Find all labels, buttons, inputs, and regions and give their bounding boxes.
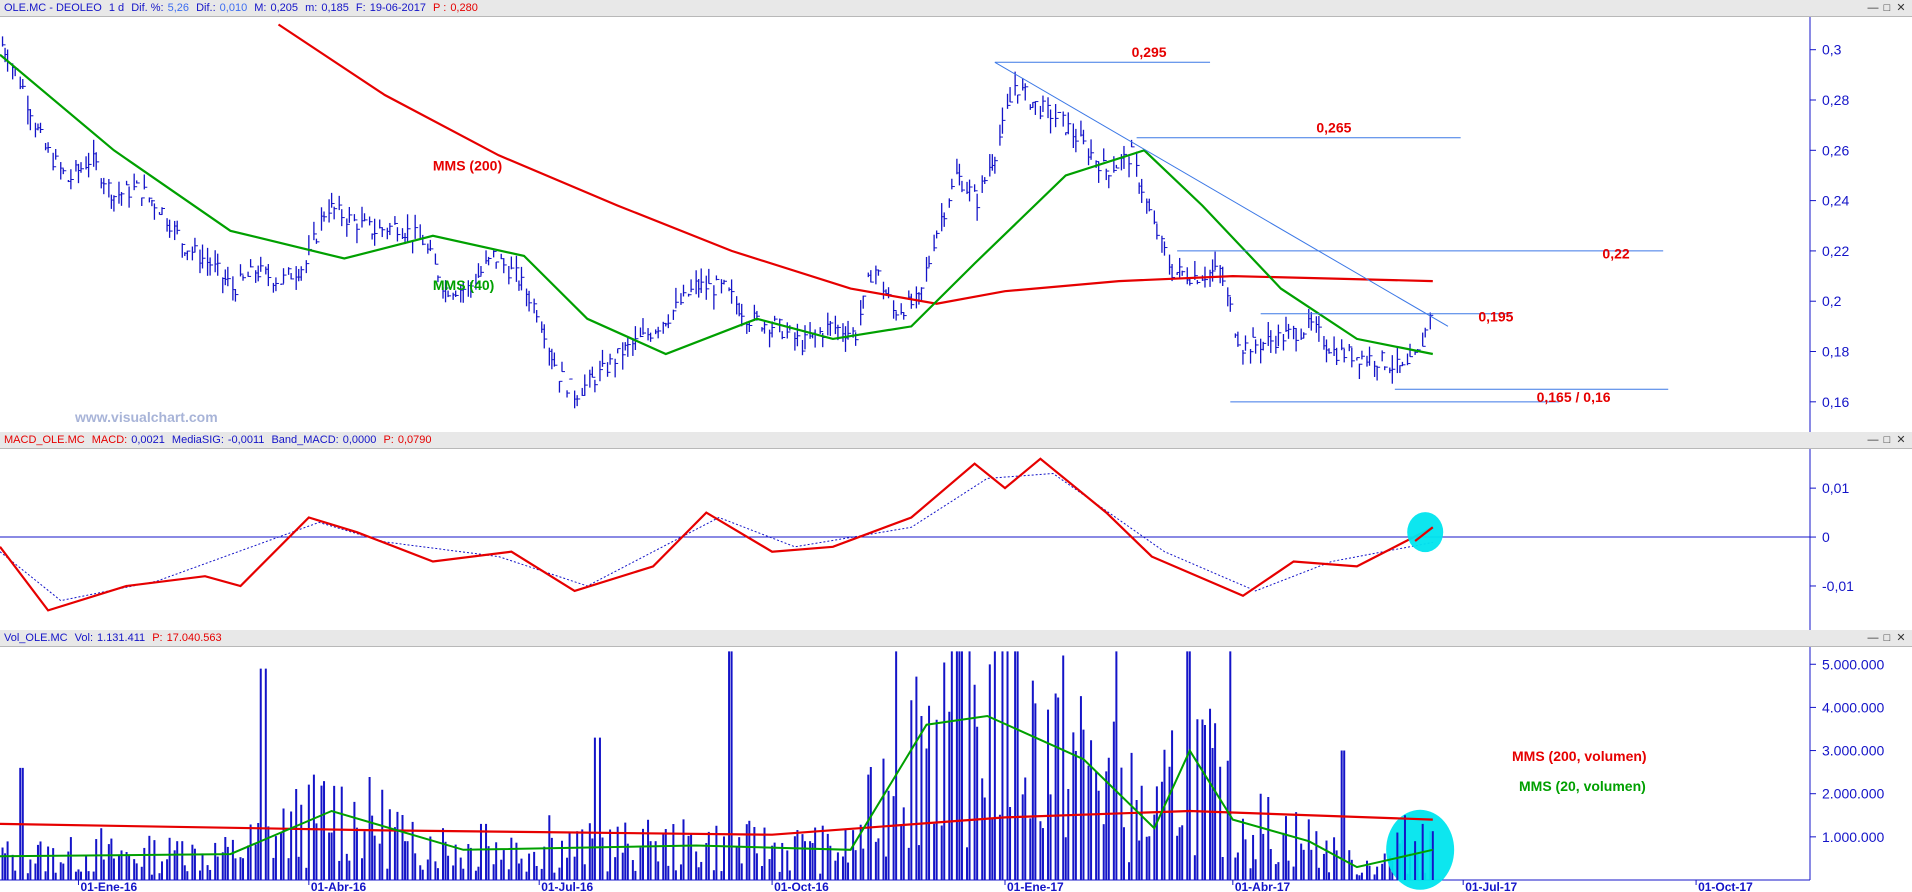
vol-mms200-line <box>0 809 1433 836</box>
y-tick-label: 5.000.000 <box>1822 656 1884 672</box>
window-buttons: — □ ✕ <box>1866 630 1908 646</box>
window-buttons: — □ ✕ <box>1866 432 1908 448</box>
maximize-icon[interactable]: □ <box>1883 632 1891 644</box>
label-mms40: MMS (40) <box>433 277 494 293</box>
dif-pct-value: 5,26 <box>167 2 190 14</box>
annotation-022: 0,22 <box>1602 245 1629 261</box>
y-tick-label: 0,24 <box>1822 193 1849 209</box>
price-bars <box>1 36 1434 409</box>
min-value: 0,185 <box>321 2 349 14</box>
macd-panel: MACD_OLE.MC MACD: 0,0021 MediaSIG: -0,0011… <box>0 432 1912 630</box>
max-value: 0,205 <box>270 2 299 14</box>
y-tick-label: 0 <box>1822 529 1830 545</box>
symbol-label: OLE.MC - DEOLEO <box>4 2 102 14</box>
x-tick-label: 01-Jul-17 <box>1465 880 1517 892</box>
x-tick-label: 01-Ene-16 <box>80 880 137 892</box>
max-label: M: <box>254 2 267 14</box>
minimize-icon[interactable]: — <box>1867 2 1879 14</box>
x-tick-label: 01-Ene-17 <box>1007 880 1064 892</box>
trend-line <box>994 61 1449 327</box>
minimize-icon[interactable]: — <box>1867 632 1879 644</box>
annotation-0165-016: 0,165 / 0,16 <box>1537 389 1611 405</box>
window-buttons: — □ ✕ <box>1866 0 1908 16</box>
p-value: 0,280 <box>450 2 478 14</box>
annotation-0265: 0,265 <box>1316 120 1351 136</box>
watermark: www.visualchart.com <box>74 409 218 425</box>
price-panel-header: OLE.MC - DEOLEO 1 d Dif. %: 5,26 Dif.: 0,0… <box>0 0 1912 17</box>
y-tick-label: 0,18 <box>1822 344 1849 360</box>
close-icon[interactable]: ✕ <box>1896 632 1906 644</box>
y-tick-label: 0,3 <box>1822 42 1842 58</box>
macd-panel-header: MACD_OLE.MC MACD: 0,0021 MediaSIG: -0,0011… <box>0 432 1912 449</box>
volume-highlight <box>1386 809 1455 890</box>
min-label: m: <box>305 2 318 14</box>
y-tick-label: 4.000.000 <box>1822 699 1884 715</box>
legend-mms200-vol: MMS (200, volumen) <box>1512 748 1647 764</box>
price-panel: OLE.MC - DEOLEO 1 d Dif. %: 5,26 Dif.: 0,0… <box>0 0 1912 432</box>
sig-value: -0,0011 <box>227 434 265 446</box>
macd-chart[interactable]: 0,01 0 -0,01 <box>0 449 1912 630</box>
volume-panel-header: Vol_OLE.MC Vol: 1.131.411 P: 17.040.563 — □… <box>0 630 1912 647</box>
minimize-icon[interactable]: — <box>1867 434 1879 446</box>
annotation-0195: 0,195 <box>1478 308 1513 324</box>
volume-chart[interactable]: 5.000.000 4.000.000 3.000.000 2.000.000 1.00… <box>0 647 1912 892</box>
mms40-line <box>0 53 1434 356</box>
band-label: Band_MACD: <box>271 434 339 446</box>
annotation-0295: 0,295 <box>1132 44 1167 60</box>
vol-p-label: P: <box>152 632 163 644</box>
macd-label: MACD: <box>91 434 128 446</box>
dif-value: 0,010 <box>219 2 248 14</box>
y-tick-label: 3.000.000 <box>1822 743 1884 759</box>
sig-label: MediaSIG: <box>171 434 224 446</box>
y-tick-label: 0,22 <box>1822 243 1849 259</box>
dif-pct-label: Dif. %: <box>131 2 164 14</box>
y-tick-label: 0,16 <box>1822 394 1849 410</box>
x-tick-label: 01-Oct-17 <box>1698 880 1753 892</box>
vol-p-value: 17.040.563 <box>166 632 222 644</box>
vol-value: 1.131.411 <box>97 632 146 644</box>
vol-name: Vol_OLE.MC <box>4 632 68 644</box>
macd-value: 0,0021 <box>131 434 165 446</box>
close-icon[interactable]: ✕ <box>1896 434 1906 446</box>
macd-tail <box>1414 526 1434 542</box>
period-label: 1 d <box>108 2 125 14</box>
macd-p-value: 0,0790 <box>397 434 432 446</box>
y-tick-label: 1.000.000 <box>1822 829 1884 845</box>
y-tick-label: 0,26 <box>1822 142 1849 158</box>
dif-label: Dif.: <box>196 2 216 14</box>
x-tick-label: 01-Jul-16 <box>541 880 593 892</box>
vol-mms20-line <box>0 714 1434 869</box>
band-value: 0,0000 <box>342 434 377 446</box>
date-value: 19-06-2017 <box>369 2 426 14</box>
y-tick-label: 0,01 <box>1822 480 1849 496</box>
y-tick-label: 0,2 <box>1822 293 1842 309</box>
x-tick-label: 01-Abr-17 <box>1235 880 1291 892</box>
price-chart[interactable]: www.visualchart.com 0,3 0,28 0,26 0,24 0,22 0… <box>0 17 1912 432</box>
x-tick-label: 01-Oct-16 <box>774 880 829 892</box>
maximize-icon[interactable]: □ <box>1883 2 1891 14</box>
y-tick-label: 2.000.000 <box>1822 786 1884 802</box>
vol-label: Vol: <box>74 632 94 644</box>
legend-mms20-vol: MMS (20, volumen) <box>1519 778 1646 794</box>
date-label: F: <box>355 2 366 14</box>
y-tick-label: 0,28 <box>1822 92 1849 108</box>
close-icon[interactable]: ✕ <box>1896 2 1906 14</box>
label-mms200: MMS (200) <box>433 157 502 173</box>
y-tick-label: -0,01 <box>1822 578 1854 594</box>
p-label: P : <box>433 2 447 14</box>
maximize-icon[interactable]: □ <box>1883 434 1891 446</box>
macd-p-label: P: <box>383 434 394 446</box>
macd-line <box>0 457 1434 612</box>
mms200-line <box>277 23 1433 305</box>
volume-panel: Vol_OLE.MC Vol: 1.131.411 P: 17.040.563 — □… <box>0 630 1912 892</box>
macd-name: MACD_OLE.MC <box>4 434 85 446</box>
x-tick-label: 01-Abr-16 <box>311 880 367 892</box>
